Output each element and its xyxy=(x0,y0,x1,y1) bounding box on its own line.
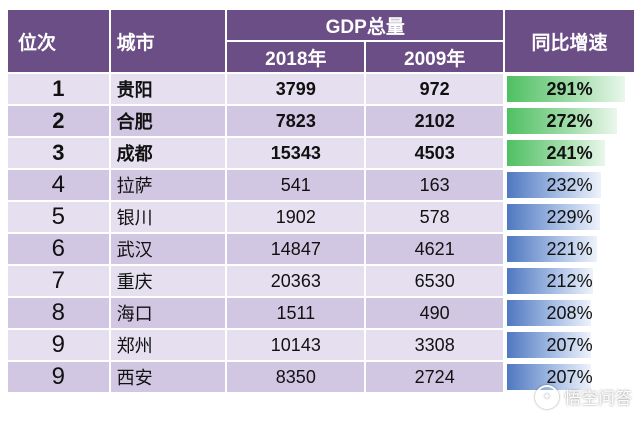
gdp-2018-cell: 15343 xyxy=(227,138,365,168)
header-growth: 同比增速 xyxy=(505,10,634,72)
header-year-2009: 2009年 xyxy=(366,42,504,72)
rank-cell: 9 xyxy=(8,362,109,392)
table-row: 9 郑州 10143 3308 207% xyxy=(8,330,634,360)
growth-bar xyxy=(507,172,602,198)
rank-cell: 3 xyxy=(8,138,109,168)
gdp-2018-cell: 7823 xyxy=(227,106,365,136)
table-body: 1 贵阳 3799 972 291% 2 合肥 7823 2102 272% 3 成都 15343 450… xyxy=(8,74,634,392)
header-gdp-total: GDP总量 xyxy=(227,10,504,40)
growth-cell: 241% xyxy=(505,138,634,168)
growth-bar xyxy=(507,332,592,358)
watermark-text: 悟空问答 xyxy=(564,389,632,408)
gdp-2009-cell: 2102 xyxy=(366,106,504,136)
rank-cell: 8 xyxy=(8,298,109,328)
growth-percent: 291% xyxy=(546,78,593,99)
city-cell: 重庆 xyxy=(110,266,226,296)
rank-cell: 2 xyxy=(8,106,109,136)
growth-cell: 272% xyxy=(505,106,634,136)
gdp-2018-cell: 1902 xyxy=(227,202,365,232)
growth-bar xyxy=(507,76,626,102)
table-row: 4 拉萨 541 163 232% xyxy=(8,170,634,200)
growth-bar xyxy=(507,236,598,262)
table-row: 7 重庆 20363 6530 212% xyxy=(8,266,634,296)
city-cell: 武汉 xyxy=(110,234,226,264)
growth-bar xyxy=(507,268,594,294)
city-cell: 贵阳 xyxy=(110,74,226,104)
header-city: 城市 xyxy=(110,10,226,72)
growth-cell: 208% xyxy=(505,298,634,328)
city-cell: 成都 xyxy=(110,138,226,168)
growth-percent: 207% xyxy=(546,334,593,355)
growth-percent: 212% xyxy=(546,270,593,291)
gdp-2009-cell: 4503 xyxy=(366,138,504,168)
growth-cell: 232% xyxy=(505,170,634,200)
growth-percent: 207% xyxy=(546,366,593,387)
gdp-2009-cell: 2724 xyxy=(366,362,504,392)
gdp-2009-cell: 972 xyxy=(366,74,504,104)
gdp-2018-cell: 14847 xyxy=(227,234,365,264)
table-row: 1 贵阳 3799 972 291% xyxy=(8,74,634,104)
gdp-2018-cell: 1511 xyxy=(227,298,365,328)
city-cell: 海口 xyxy=(110,298,226,328)
table-header: 位次 城市 GDP总量 同比增速 2018年 2009年 xyxy=(8,10,634,72)
rank-cell: 4 xyxy=(8,170,109,200)
gdp-2009-cell: 578 xyxy=(366,202,504,232)
growth-cell: 212% xyxy=(505,266,634,296)
gdp-2009-cell: 6530 xyxy=(366,266,504,296)
growth-percent: 229% xyxy=(546,206,593,227)
gdp-2009-cell: 3308 xyxy=(366,330,504,360)
header-rank: 位次 xyxy=(8,10,109,72)
growth-percent: 241% xyxy=(546,142,593,163)
growth-bar xyxy=(507,140,606,166)
header-year-2018: 2018年 xyxy=(227,42,365,72)
growth-percent: 208% xyxy=(546,302,593,323)
table-row: 8 海口 1511 490 208% xyxy=(8,298,634,328)
city-cell: 合肥 xyxy=(110,106,226,136)
table-row: 5 银川 1902 578 229% xyxy=(8,202,634,232)
rank-cell: 6 xyxy=(8,234,109,264)
growth-percent: 272% xyxy=(546,110,593,131)
gdp-2018-cell: 20363 xyxy=(227,266,365,296)
rank-cell: 1 xyxy=(8,74,109,104)
growth-cell: 229% xyxy=(505,202,634,232)
growth-bar xyxy=(507,204,601,230)
growth-bar xyxy=(507,108,618,134)
table-row: 2 合肥 7823 2102 272% xyxy=(8,106,634,136)
growth-percent: 232% xyxy=(546,174,593,195)
wukong-logo-icon: ✦ xyxy=(535,384,559,409)
growth-bar xyxy=(507,300,592,326)
growth-cell: 221% xyxy=(505,234,634,264)
growth-cell: 207% xyxy=(505,330,634,360)
watermark: ✦ 悟空问答 xyxy=(535,384,632,409)
gdp-2018-cell: 10143 xyxy=(227,330,365,360)
growth-cell: 291% xyxy=(505,74,634,104)
gdp-2009-cell: 4621 xyxy=(366,234,504,264)
table-row: 3 成都 15343 4503 241% xyxy=(8,138,634,168)
city-cell: 银川 xyxy=(110,202,226,232)
gdp-2009-cell: 163 xyxy=(366,170,504,200)
gdp-ranking-table: 位次 城市 GDP总量 同比增速 2018年 2009年 1 贵阳 3799 972 2… xyxy=(6,8,636,394)
rank-cell: 9 xyxy=(8,330,109,360)
city-cell: 西安 xyxy=(110,362,226,392)
gdp-2018-cell: 541 xyxy=(227,170,365,200)
rank-cell: 5 xyxy=(8,202,109,232)
gdp-2018-cell: 8350 xyxy=(227,362,365,392)
growth-percent: 221% xyxy=(546,238,593,259)
city-cell: 拉萨 xyxy=(110,170,226,200)
rank-cell: 7 xyxy=(8,266,109,296)
table-row: 6 武汉 14847 4621 221% xyxy=(8,234,634,264)
gdp-2018-cell: 3799 xyxy=(227,74,365,104)
gdp-2009-cell: 490 xyxy=(366,298,504,328)
city-cell: 郑州 xyxy=(110,330,226,360)
